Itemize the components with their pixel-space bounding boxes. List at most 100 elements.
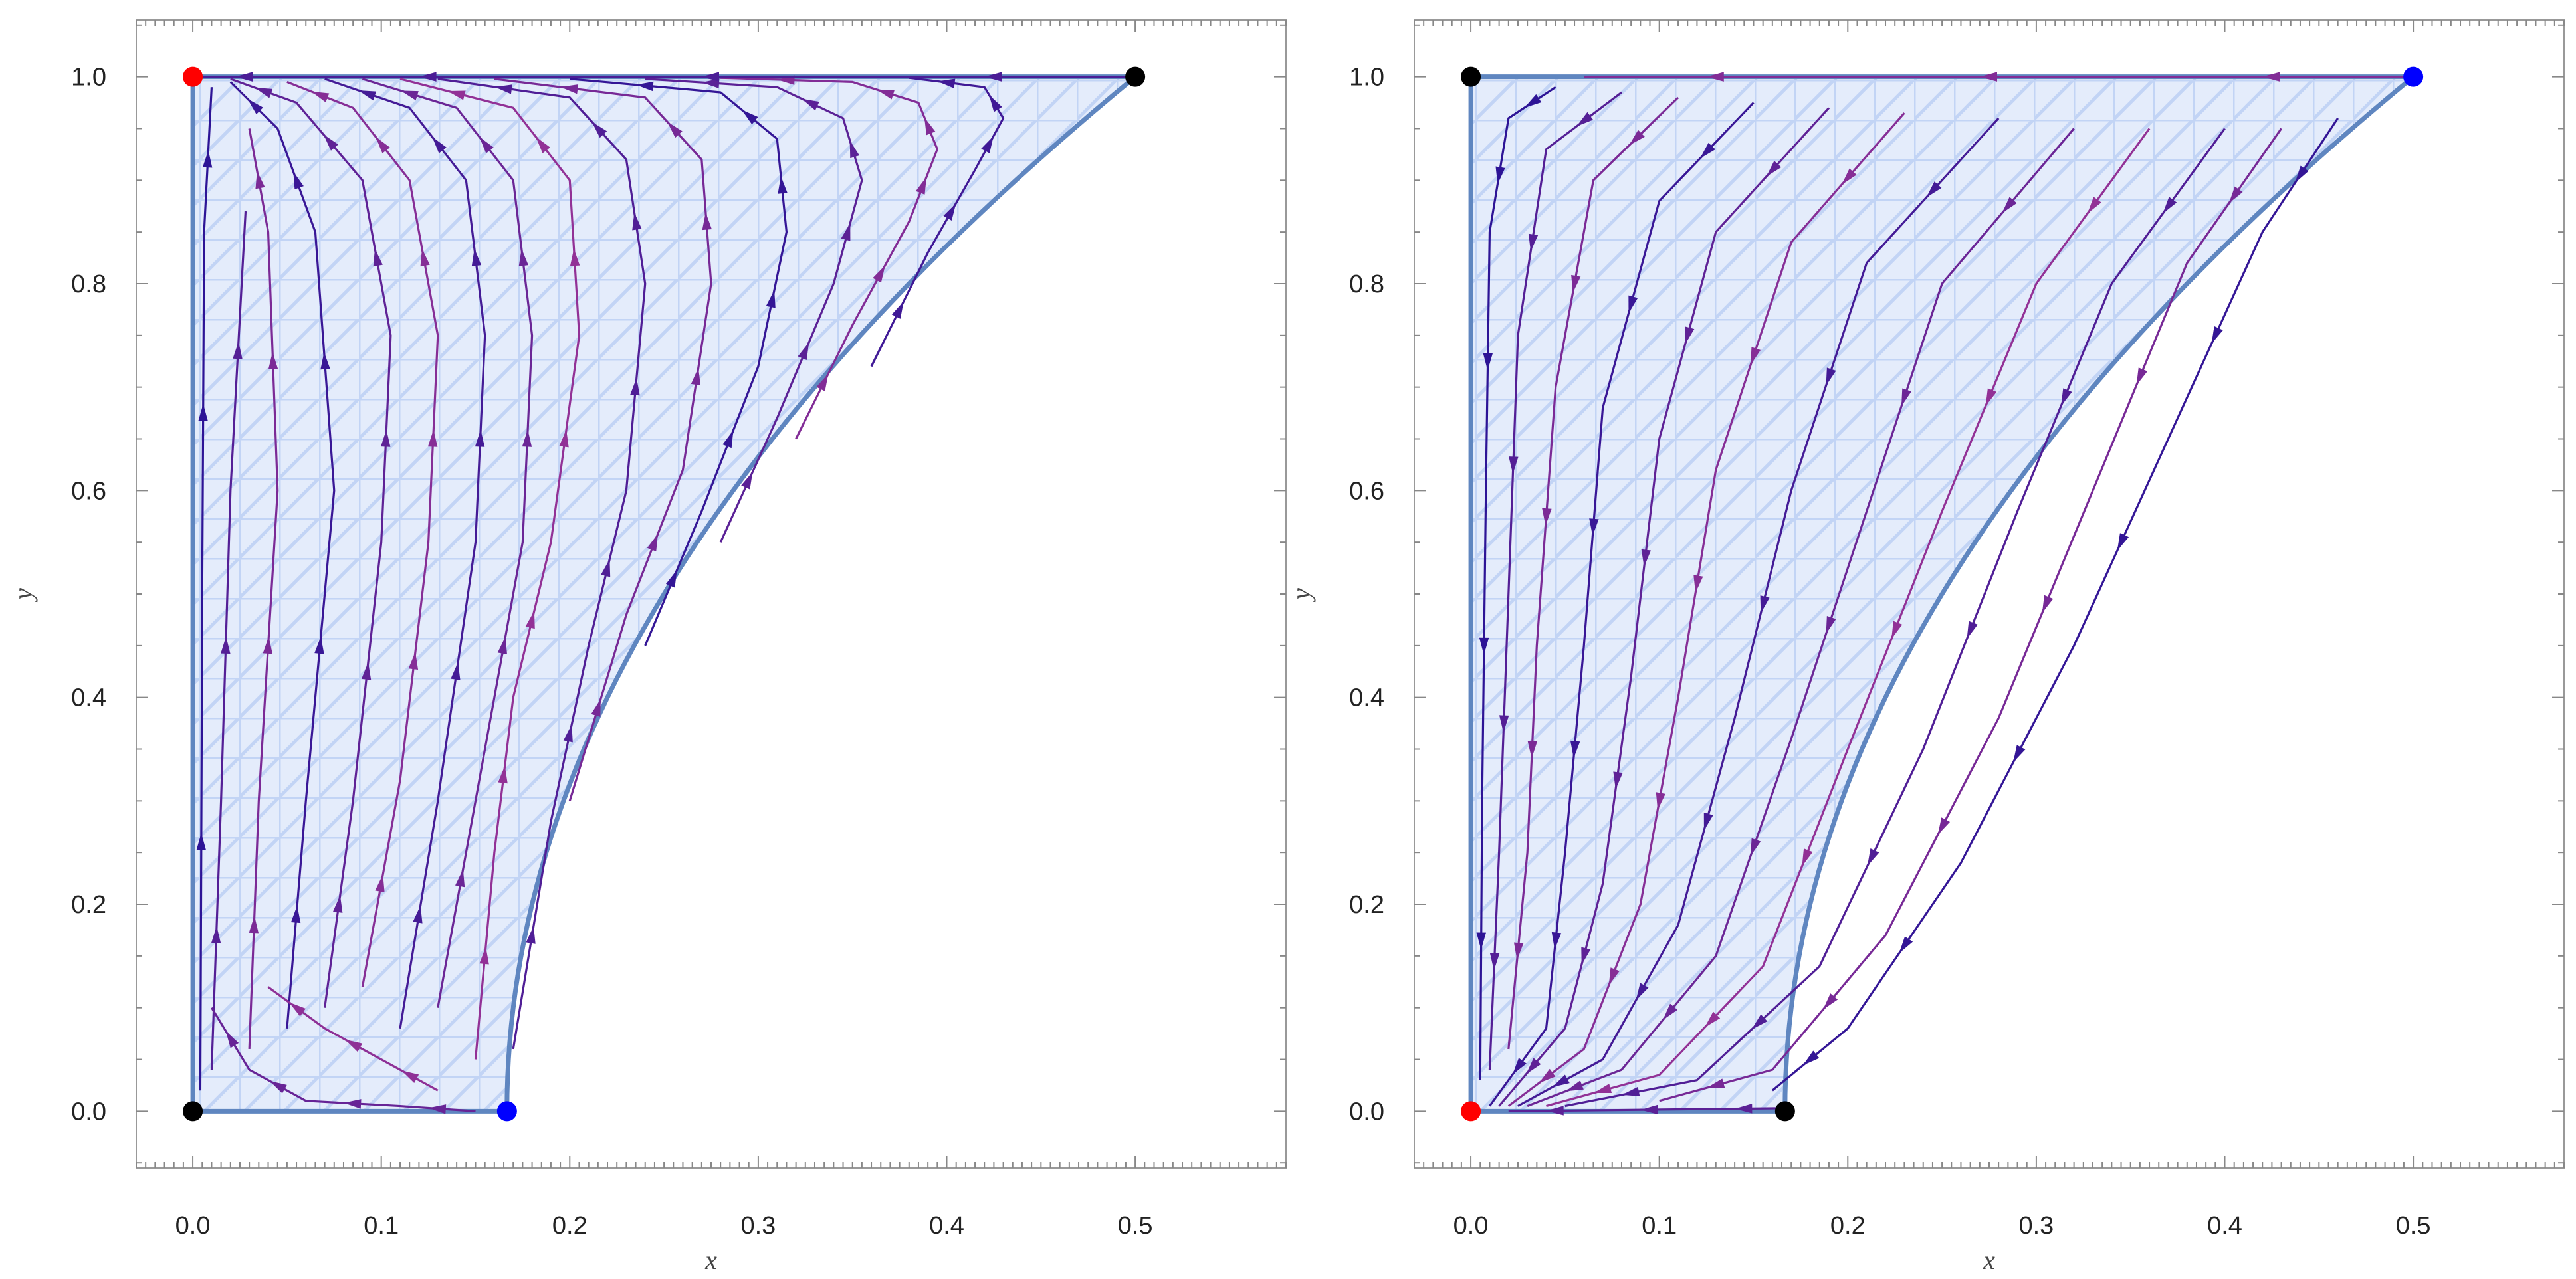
region-fill — [1468, 74, 2420, 1114]
streamline-arrow — [981, 136, 994, 153]
streamline — [720, 76, 938, 440]
streamline-arrow — [1489, 953, 1500, 971]
streamline-arrow — [1703, 813, 1713, 831]
streamline-arrow — [741, 472, 753, 490]
streamline-arrow — [471, 248, 482, 266]
streamline-arrow — [268, 351, 278, 369]
streamline-arrow — [1539, 1068, 1556, 1084]
streamline-arrow — [447, 90, 466, 100]
x-tick-label: 0.4 — [2207, 1212, 2242, 1240]
x-axis-label: x — [704, 1245, 717, 1275]
streamline-arrow — [1901, 388, 1911, 407]
axis-ticks — [136, 20, 1287, 1168]
streamline-arrow — [1524, 94, 1542, 108]
streamline — [248, 128, 279, 1050]
y-tick-label: 0.0 — [1349, 1098, 1384, 1126]
streamline-arrow — [1513, 942, 1524, 961]
streamline-arrow — [518, 248, 529, 266]
streamline-arrow — [1509, 456, 1519, 474]
streamline-arrow — [373, 248, 383, 267]
streamline-arrow — [1636, 983, 1649, 1001]
streamline-arrow — [428, 1104, 447, 1114]
streamline-arrow — [494, 84, 512, 94]
streamline-arrow — [361, 662, 372, 680]
streamline-arrow — [311, 91, 330, 102]
streamline-arrow — [702, 78, 720, 88]
streamline-arrow — [1622, 1086, 1640, 1096]
fixed-point — [1774, 1101, 1795, 1122]
streamline-arrow — [943, 203, 956, 221]
streamline-arrow — [647, 534, 659, 551]
streamline-arrow — [522, 429, 532, 447]
streamline-arrow — [766, 290, 776, 308]
streamline-arrow — [2042, 595, 2054, 613]
streamline-arrow — [344, 1039, 363, 1052]
x-tick-label: 0.0 — [1453, 1212, 1489, 1240]
streamline — [362, 78, 534, 1008]
streamline-arrow — [1751, 347, 1761, 365]
streamlines — [196, 72, 1136, 1114]
streamline — [1546, 128, 2151, 1108]
streamline-arrow — [196, 833, 207, 850]
streamline — [1498, 107, 1830, 1107]
streamline-arrow — [778, 176, 788, 194]
streamline — [1659, 128, 2282, 1102]
streamline-arrow — [432, 136, 447, 153]
streamline-arrow — [1542, 508, 1552, 526]
streamline-arrow — [2295, 165, 2309, 183]
streamline-arrow — [2163, 197, 2177, 214]
streamline-arrow — [451, 662, 461, 680]
x-tick-label: 0.1 — [364, 1212, 399, 1240]
streamline — [1771, 118, 2339, 1092]
y-tick-label: 0.8 — [1349, 270, 1384, 298]
y-tick-label: 0.2 — [1349, 891, 1384, 919]
x-tick-label: 0.3 — [740, 1212, 776, 1240]
streamline-arrow — [1899, 936, 1913, 953]
streamline-arrow — [1867, 848, 1879, 866]
streamline-arrow — [876, 89, 895, 100]
streamline-arrow — [419, 72, 437, 82]
streamline-arrow — [702, 72, 719, 82]
x-axis-label: x — [1983, 1245, 1995, 1275]
streamline-arrow — [1985, 388, 1997, 407]
streamline — [1489, 102, 1755, 1107]
streamline-arrow — [288, 1002, 306, 1017]
streamline — [1564, 128, 2226, 1108]
streamline-arrow — [344, 1099, 362, 1109]
streamline-arrow — [2087, 197, 2101, 214]
x-tick-label: 0.5 — [1118, 1212, 1153, 1240]
streamline-arrow — [841, 223, 851, 241]
streamline-arrow — [225, 1031, 239, 1048]
streamline-arrow — [1526, 1058, 1541, 1074]
streamline-arrow — [1483, 353, 1493, 371]
fixed-point — [1125, 66, 1146, 87]
streamline-arrow — [2061, 388, 2072, 407]
streamlines — [1476, 72, 2414, 1116]
streamline-arrow — [2136, 367, 2148, 386]
streamline-arrow — [1822, 993, 1838, 1010]
streamline-arrow — [255, 171, 265, 189]
streamline-arrow — [1552, 1074, 1570, 1088]
fixed-point — [1461, 1101, 1481, 1122]
streamline-arrow — [1735, 1104, 1753, 1114]
x-tick-label: 0.3 — [2018, 1212, 2054, 1240]
streamline-arrow — [937, 78, 956, 88]
streamline-arrow — [1499, 715, 1509, 733]
streamline-arrow — [849, 140, 860, 159]
streamline-arrow — [1706, 72, 1724, 82]
streamline — [211, 1007, 476, 1112]
streamline-arrow — [400, 90, 419, 100]
streamline-arrow — [1937, 817, 1951, 835]
axis-ticks — [1414, 20, 2565, 1168]
y-tick-label: 0.0 — [71, 1098, 106, 1126]
streamline-arrow — [1495, 166, 1505, 185]
streamline — [494, 78, 712, 801]
x-tick-label: 0.2 — [1830, 1212, 1866, 1240]
streamline-arrow — [314, 636, 324, 654]
streamline-arrow — [1967, 621, 1978, 639]
streamline-arrow — [1551, 932, 1562, 950]
streamline-arrow — [702, 212, 712, 231]
streamline-arrow — [2262, 72, 2280, 82]
y-tick-label: 1.0 — [71, 64, 106, 92]
